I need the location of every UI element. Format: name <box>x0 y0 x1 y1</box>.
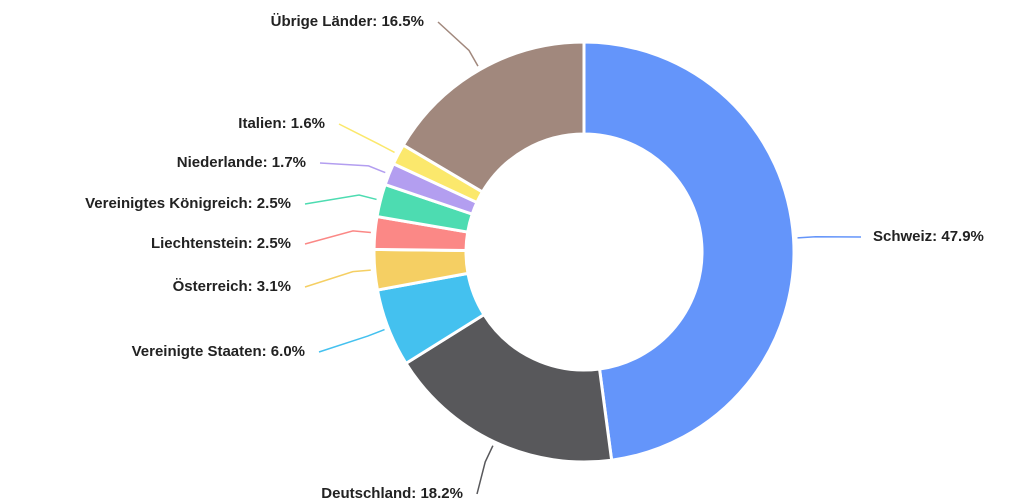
data-label: Österreich: 3.1% <box>173 278 291 295</box>
donut-slice <box>401 40 586 194</box>
leader-line <box>338 123 395 154</box>
leader-line <box>319 162 386 174</box>
leader-line <box>476 445 494 495</box>
leader-line <box>318 328 385 353</box>
data-label: Niederlande: 1.7% <box>177 154 306 171</box>
data-label: Vereinigte Staaten: 6.0% <box>132 343 305 360</box>
leader-line <box>304 194 377 205</box>
leader-line <box>797 235 862 239</box>
donut-slice <box>582 40 796 462</box>
data-label: Vereinigtes Königreich: 2.5% <box>85 195 291 212</box>
data-label: Übrige Länder: 16.5% <box>271 13 424 30</box>
data-label: Liechtenstein: 2.5% <box>151 235 291 252</box>
leader-line <box>304 269 371 288</box>
donut-slice <box>404 313 614 464</box>
leader-line <box>304 230 371 245</box>
leader-line <box>437 21 479 67</box>
data-label: Schweiz: 47.9% <box>873 228 984 245</box>
data-label: Deutschland: 18.2% <box>321 485 463 502</box>
data-label: Italien: 1.6% <box>238 115 325 132</box>
